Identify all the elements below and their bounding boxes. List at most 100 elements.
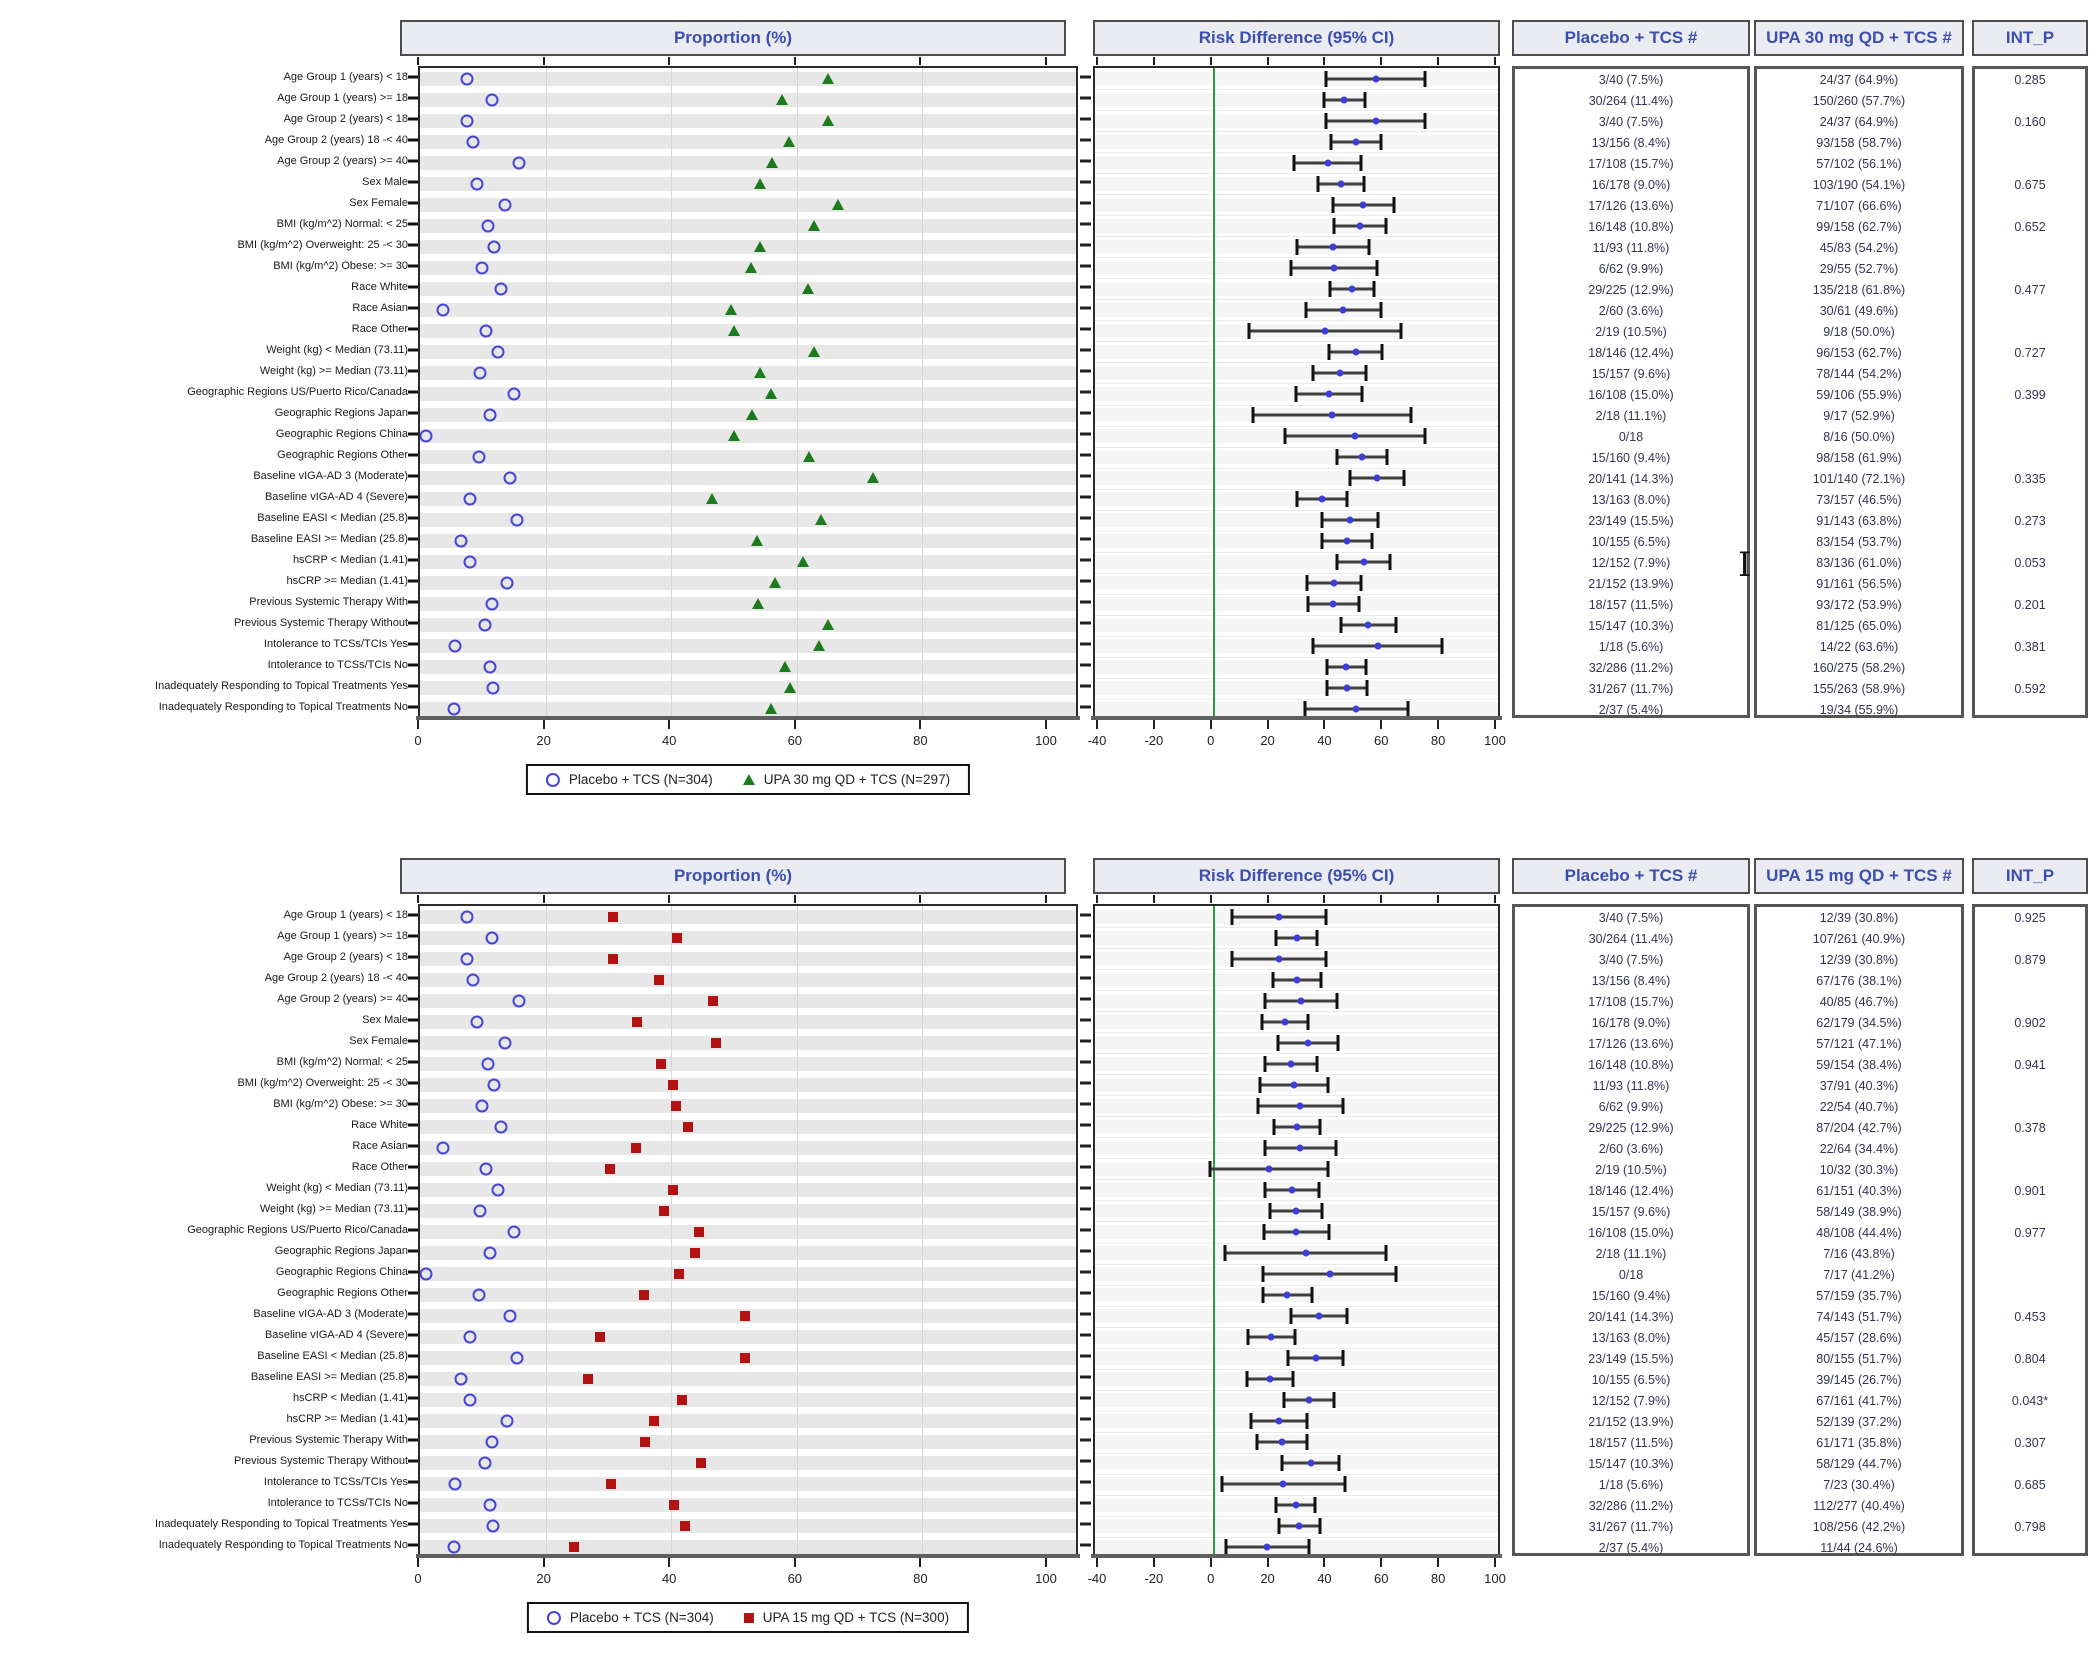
risk-difference-point <box>1287 1060 1295 1068</box>
placebo-marker <box>420 1267 433 1281</box>
active-count-cell: 78/144 (54.2%) <box>1816 366 1902 381</box>
risk-difference-point <box>1263 1543 1271 1551</box>
row-label: Race Asian <box>352 301 408 314</box>
ci-cap-low <box>1220 1476 1224 1493</box>
row-stripe <box>420 576 1076 591</box>
placebo-marker <box>463 555 477 569</box>
placebo-marker <box>485 931 499 945</box>
active-count-cell: 81/125 (65.0%) <box>1816 619 1902 634</box>
risk-difference-point <box>1328 411 1336 419</box>
ci-cap-low <box>1230 908 1234 925</box>
row-label: Race Other <box>351 1160 408 1173</box>
placebo-count-cell: 11/93 (11.8%) <box>1592 240 1670 255</box>
proportion-axis-line <box>416 716 1080 720</box>
legend-item-placebo: Placebo + TCS (N=304) <box>545 772 713 787</box>
row-separator <box>1095 1074 1498 1076</box>
row-label: Weight (kg) >= Median (73.11) <box>259 1202 408 1215</box>
risk-difference-point <box>1339 306 1347 314</box>
zero-reference-line <box>1212 906 1215 1554</box>
placebo-count-cell: 13/156 (8.4%) <box>1591 135 1671 150</box>
row-label: Sex Male <box>362 1013 408 1026</box>
axis-tick <box>417 57 419 65</box>
interaction-pvalue-cell: 0.307 <box>2014 1436 2046 1451</box>
row-label: Baseline EASI < Median (25.8) <box>257 1350 408 1363</box>
placebo-count-cell: 3/40 (7.5%) <box>1598 114 1664 129</box>
ci-cap-high <box>1365 680 1369 697</box>
placebo-marker <box>491 1183 505 1197</box>
ci-cap-low <box>1263 1139 1267 1156</box>
active-count-cell: 45/83 (54.2%) <box>1819 240 1899 255</box>
panel-edge-tick <box>1085 1207 1091 1211</box>
ci-cap-low <box>1272 1118 1276 1135</box>
proportion-panel-header: Proportion (%) <box>400 20 1066 56</box>
row-separator <box>1095 1326 1498 1328</box>
ci-cap-low <box>1289 1308 1293 1325</box>
panel-edge-tick <box>1080 1270 1086 1274</box>
row-tick <box>408 684 418 688</box>
risk-difference-point <box>1352 705 1360 713</box>
axis-tick <box>1494 57 1496 65</box>
row-stripe <box>420 1498 1076 1513</box>
row-label: Geographic Regions Japan <box>274 1245 408 1258</box>
row-stripe-faint <box>1095 597 1498 612</box>
row-label: Intolerance to TCSs/TCIs No <box>267 659 408 672</box>
risk-difference-point <box>1343 684 1351 692</box>
panel-edge-tick <box>1080 1039 1086 1043</box>
active-count-cell: 57/159 (35.7%) <box>1816 1289 1902 1304</box>
row-label: Baseline vIGA-AD 3 (Moderate) <box>253 470 408 483</box>
gridline <box>922 906 924 1554</box>
panel-edge-tick <box>1080 913 1086 917</box>
row-stripe-faint <box>1095 1330 1498 1345</box>
placebo-circle-icon <box>546 1610 561 1625</box>
ci-cap-low <box>1339 617 1343 634</box>
ci-cap-high <box>1384 1245 1388 1262</box>
ci-cap-low <box>1311 638 1315 655</box>
placebo-marker <box>486 681 500 695</box>
interaction-pvalue-cell: 0.335 <box>2014 472 2046 487</box>
panel-edge-tick <box>1080 306 1086 310</box>
row-label: Weight (kg) < Median (73.11) <box>266 343 408 356</box>
interaction-pvalue-cell: 0.925 <box>2014 910 2046 925</box>
row-label: Race Other <box>351 322 408 335</box>
row-stripe <box>420 450 1076 465</box>
interaction-pvalue-cell: 0.273 <box>2014 514 2046 529</box>
placebo-count-cell: 0/18 <box>1618 1268 1644 1283</box>
row-stripe <box>420 113 1076 128</box>
risk-difference-point <box>1267 1333 1275 1341</box>
row-stripe <box>420 1077 1076 1092</box>
active-marker <box>605 1479 616 1490</box>
row-label: Previous Systemic Therapy With <box>249 1434 408 1447</box>
row-stripe <box>420 1098 1076 1113</box>
axis-tick <box>542 1558 545 1567</box>
placebo-marker <box>483 1498 497 1512</box>
panel-edge-tick <box>1085 117 1091 121</box>
placebo-marker <box>503 1309 517 1323</box>
row-label: Geographic Regions Other <box>277 1287 408 1300</box>
ci-cap-high <box>1335 992 1339 1009</box>
row-separator <box>1095 1368 1498 1370</box>
row-label: Inadequately Responding to Topical Treat… <box>155 680 408 693</box>
row-stripe <box>420 71 1076 86</box>
row-stripe <box>420 1372 1076 1387</box>
ci-cap-low <box>1316 175 1320 192</box>
placebo-marker <box>507 1225 521 1239</box>
ci-cap-high <box>1359 575 1363 592</box>
axis-tick-label: -40 <box>1087 1571 1107 1586</box>
row-tick <box>408 453 418 457</box>
active-marker <box>673 1269 684 1280</box>
placebo-count-cell: 15/157 (9.6%) <box>1591 366 1671 381</box>
placebo-marker <box>447 1540 461 1554</box>
panel-edge-tick <box>1080 1354 1086 1358</box>
active-count-cell: 24/37 (64.9%) <box>1819 114 1899 129</box>
active-marker <box>753 177 766 189</box>
interaction-pvalue-cell: 0.285 <box>2014 72 2046 87</box>
placebo-marker <box>481 219 495 233</box>
row-label: Geographic Regions US/Puerto Rico/Canada <box>187 1224 408 1236</box>
row-stripe-faint <box>1095 471 1498 486</box>
row-stripe <box>420 1161 1076 1176</box>
ci-cap-high <box>1357 596 1361 613</box>
row-separator <box>1095 425 1498 427</box>
row-separator <box>1095 990 1498 992</box>
axis-tick <box>1323 57 1326 65</box>
row-separator <box>1095 948 1498 950</box>
